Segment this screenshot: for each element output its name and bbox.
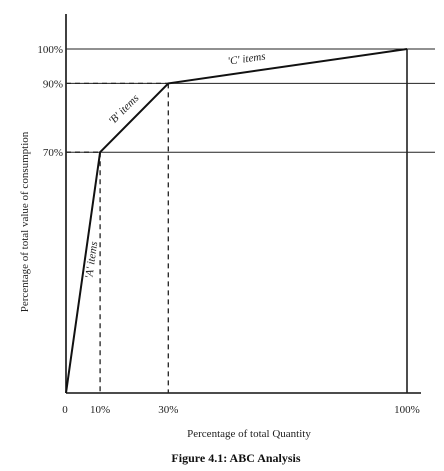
y-axis-title: Percentage of total value of consumption bbox=[19, 131, 31, 312]
figure-caption: Figure 4.1: ABC Analysis bbox=[171, 451, 300, 465]
x-axis-title: Percentage of total Quantity bbox=[187, 428, 311, 440]
abc-curve bbox=[65, 48, 408, 394]
segment-label-0: 'A' items bbox=[83, 241, 100, 280]
y-tick-label-70: 70% bbox=[43, 147, 63, 159]
segment-label-1: 'B' items bbox=[107, 92, 142, 127]
y-tick-label-90: 90% bbox=[43, 78, 63, 90]
plot-area: 70% 90% 100% 0 10% 30% 100% 'A' items 'B' items '… bbox=[37, 14, 435, 416]
segment-label-2: 'C' items bbox=[227, 50, 266, 67]
y-tick-label-100: 100% bbox=[37, 44, 63, 56]
x-tick-label-0: 0 bbox=[62, 404, 68, 416]
x-tick-label-100: 100% bbox=[394, 404, 420, 416]
x-tick-label-30: 30% bbox=[158, 404, 178, 416]
x-tick-label-10: 10% bbox=[90, 404, 110, 416]
